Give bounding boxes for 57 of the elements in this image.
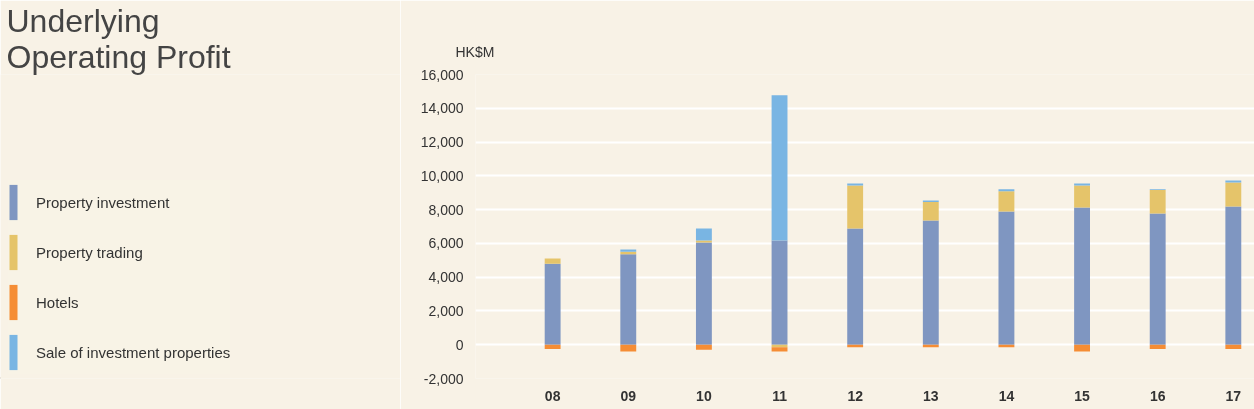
x-tick-label: 17 [1225, 387, 1242, 404]
bar [695, 242, 712, 345]
y-tick-label: 16,000 [420, 66, 464, 83]
x-tick-label: 15 [1074, 387, 1091, 404]
y-tick-label: 12,000 [420, 134, 464, 151]
bar [998, 189, 1015, 192]
x-tick-label: 10 [696, 387, 712, 404]
bar [1074, 183, 1090, 186]
bar [1149, 190, 1166, 214]
bar [695, 240, 712, 243]
bar [620, 344, 637, 352]
bar [544, 344, 561, 349]
y-tick-label: 0 [455, 336, 464, 353]
y-axis-title: HK$M [455, 43, 495, 60]
bar [1225, 180, 1242, 183]
bar [847, 228, 864, 345]
bar [1149, 213, 1166, 345]
bar [922, 202, 939, 221]
legend-label: Property investment [36, 192, 170, 213]
bar [1225, 206, 1242, 345]
y-tick-label: 14,000 [420, 100, 464, 117]
bar [771, 240, 788, 345]
x-tick-label: 09 [620, 387, 637, 404]
text: Underlying Operating Profit [6, 2, 231, 75]
bar [771, 347, 788, 352]
x-tick-label: 16 [1149, 387, 1166, 404]
y-tick-label: 10,000 [420, 167, 464, 184]
x-tick-label: 13 [923, 387, 939, 404]
y-tick-label: 8,000 [428, 201, 464, 218]
bar [998, 191, 1015, 212]
x-tick-label: 12 [847, 387, 864, 404]
bar [771, 95, 788, 241]
bar [620, 254, 637, 345]
bar [1149, 344, 1166, 349]
x-tick-label: 14 [998, 387, 1015, 404]
bar [1225, 344, 1242, 349]
y-tick-label: 4,000 [428, 269, 464, 286]
bar [998, 211, 1015, 345]
bar [1074, 207, 1090, 345]
bar [1074, 185, 1090, 208]
legend-label: Hotels [36, 292, 79, 313]
y-tick-label: -2,000 [423, 370, 464, 387]
legend-label: Property trading [36, 242, 143, 263]
bar [922, 220, 939, 345]
legend-label: Sale of investment properties [36, 342, 231, 363]
y-tick-label: 2,000 [428, 302, 464, 319]
bar [847, 183, 864, 186]
x-tick-label: 11 [772, 387, 788, 404]
bar [847, 185, 864, 229]
x-tick-label: 08 [544, 387, 561, 404]
bar [544, 258, 561, 264]
bar [695, 344, 712, 350]
bar [1225, 182, 1242, 207]
bar [695, 228, 712, 241]
y-tick-label: 6,000 [428, 235, 464, 252]
bar [1074, 344, 1090, 352]
bar [544, 263, 561, 345]
